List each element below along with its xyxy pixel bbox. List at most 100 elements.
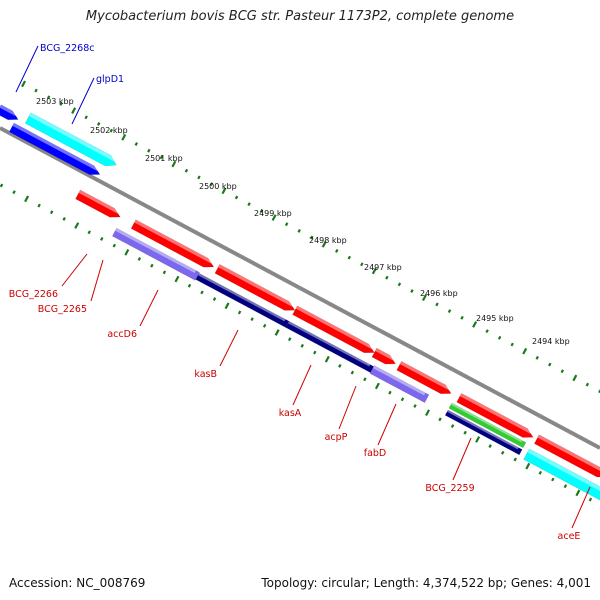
feature-red-aceE — [533, 434, 600, 478]
feature-blue-upper-highlight — [0, 104, 17, 117]
ruler-label: 2501 kbp — [145, 154, 183, 163]
feature-acpP-shape — [371, 347, 397, 365]
tick-row-upper — [134, 142, 139, 146]
map-title: Mycobacterium bovis BCG str. Pasteur 117… — [85, 9, 515, 24]
feature-red-fabD-highlight — [399, 361, 450, 391]
tick-row-upper — [460, 315, 464, 320]
gene-label-bcg_2259: BCG_2259 — [425, 483, 474, 494]
feature-kasA-red-shape — [214, 264, 296, 311]
tick-row-upper — [247, 202, 251, 207]
leader-line-accd6 — [139, 289, 159, 327]
gene-label-fabd: fabD — [364, 448, 387, 459]
tick-row-upper — [572, 374, 578, 382]
feature-bcg-2265-shape — [130, 219, 215, 268]
tick-row-upper — [147, 148, 151, 153]
tick-row-upper — [84, 115, 88, 120]
gene-label-bcg_2265: BCG_2265 — [38, 304, 87, 315]
feature-fabD-highlight — [372, 365, 426, 396]
leader-line-kasa — [292, 364, 312, 406]
leader-line-acpp — [338, 385, 357, 430]
tick-row-upper — [159, 155, 164, 160]
tick-row-lower — [363, 377, 367, 382]
gene-label-accd6: accD6 — [107, 329, 137, 340]
feature-acpP-highlight — [375, 348, 395, 361]
tick-row-upper — [221, 187, 227, 195]
tick-row-upper — [548, 362, 552, 367]
tick-row-lower — [338, 363, 342, 368]
tick-row-lower — [137, 257, 142, 261]
ruler-label: 2497 kbp — [364, 263, 402, 272]
gene-label-glpd1: glpD1 — [96, 74, 124, 85]
gene-label-bcg_2266: BCG_2266 — [9, 289, 58, 300]
label-leader-lines — [15, 45, 591, 529]
feature-bcg-2268c-shape — [8, 122, 101, 175]
feature-navy-mid-highlight — [288, 321, 371, 367]
tick-row-upper — [209, 182, 214, 187]
feature-kasA-red-highlight — [218, 264, 294, 307]
feature-accD6 — [111, 227, 200, 281]
tick-row-upper — [335, 249, 339, 253]
tick-row-upper — [472, 321, 478, 328]
feature-bcg-2265 — [130, 219, 215, 268]
feature-blue-upper — [0, 104, 19, 121]
ruler-label: 2502 kbp — [90, 126, 128, 135]
ruler-label: 2498 kbp — [309, 236, 347, 245]
tick-row-lower — [513, 457, 517, 462]
tick-row-lower — [250, 317, 254, 322]
ruler-label: 2500 kbp — [199, 182, 237, 191]
leader-line-bcg_2266 — [61, 253, 88, 287]
tick-row-lower — [100, 237, 104, 241]
tick-row-lower — [388, 390, 392, 395]
tick-row-upper — [96, 122, 101, 126]
tick-row-lower — [488, 444, 492, 449]
tick-row-upper — [21, 80, 27, 88]
tick-marks — [0, 80, 600, 502]
tick-row-upper — [34, 88, 38, 93]
feature-green-shape — [448, 402, 527, 449]
tick-row-lower — [274, 329, 280, 336]
feature-red-fabD — [396, 360, 452, 395]
tick-row-upper — [535, 355, 539, 360]
tick-row-lower — [287, 337, 292, 342]
feature-fabD-shape — [369, 365, 430, 404]
tick-row-upper — [397, 282, 402, 287]
tick-row-upper — [259, 208, 264, 213]
tick-row-upper — [347, 255, 352, 260]
leader-line-bcg_2259 — [452, 437, 472, 481]
tick-row-lower — [475, 436, 481, 443]
leader-line-kasb — [219, 329, 239, 367]
tick-row-upper — [360, 262, 364, 267]
gene-labels: BCG_2268c glpD1 BCG_2266 BCG_2265 accD6 kasB k… — [9, 43, 581, 542]
feature-kasA-red — [214, 264, 296, 311]
tick-row-lower — [425, 409, 431, 417]
tick-row-lower — [12, 190, 16, 195]
leader-line-fabd — [377, 403, 397, 446]
tick-row-lower — [62, 216, 66, 221]
feature-kasB-highlight — [198, 273, 286, 322]
tick-row-upper — [321, 240, 327, 248]
feature-aceE-shape — [523, 448, 600, 508]
tick-row-upper — [197, 175, 201, 180]
feature-bcg-2266-highlight — [78, 190, 120, 214]
topology-text: Topology: circular; Length: 4,374,522 bp… — [261, 576, 591, 590]
tick-row-lower — [112, 243, 117, 248]
tick-row-lower — [525, 462, 531, 470]
tick-row-upper — [271, 214, 277, 221]
tick-row-lower — [324, 355, 330, 363]
tick-row-lower — [438, 417, 442, 422]
tick-row-lower — [200, 290, 204, 295]
feature-bcg-2266-shape — [75, 189, 121, 218]
tick-row-lower — [187, 283, 192, 288]
tick-row-lower — [575, 489, 581, 497]
gene-label-acpp: acpP — [325, 432, 348, 443]
tick-row-upper — [497, 335, 502, 340]
tick-row-upper — [447, 309, 452, 314]
ruler-label: 2494 kbp — [532, 337, 570, 346]
feature-red-2259-highlight — [459, 393, 533, 434]
tick-row-lower — [500, 450, 505, 455]
tick-row-upper — [510, 342, 514, 347]
tick-row-lower — [74, 222, 80, 229]
tick-row-upper — [171, 160, 177, 168]
feature-bcg-2265-highlight — [134, 219, 213, 264]
